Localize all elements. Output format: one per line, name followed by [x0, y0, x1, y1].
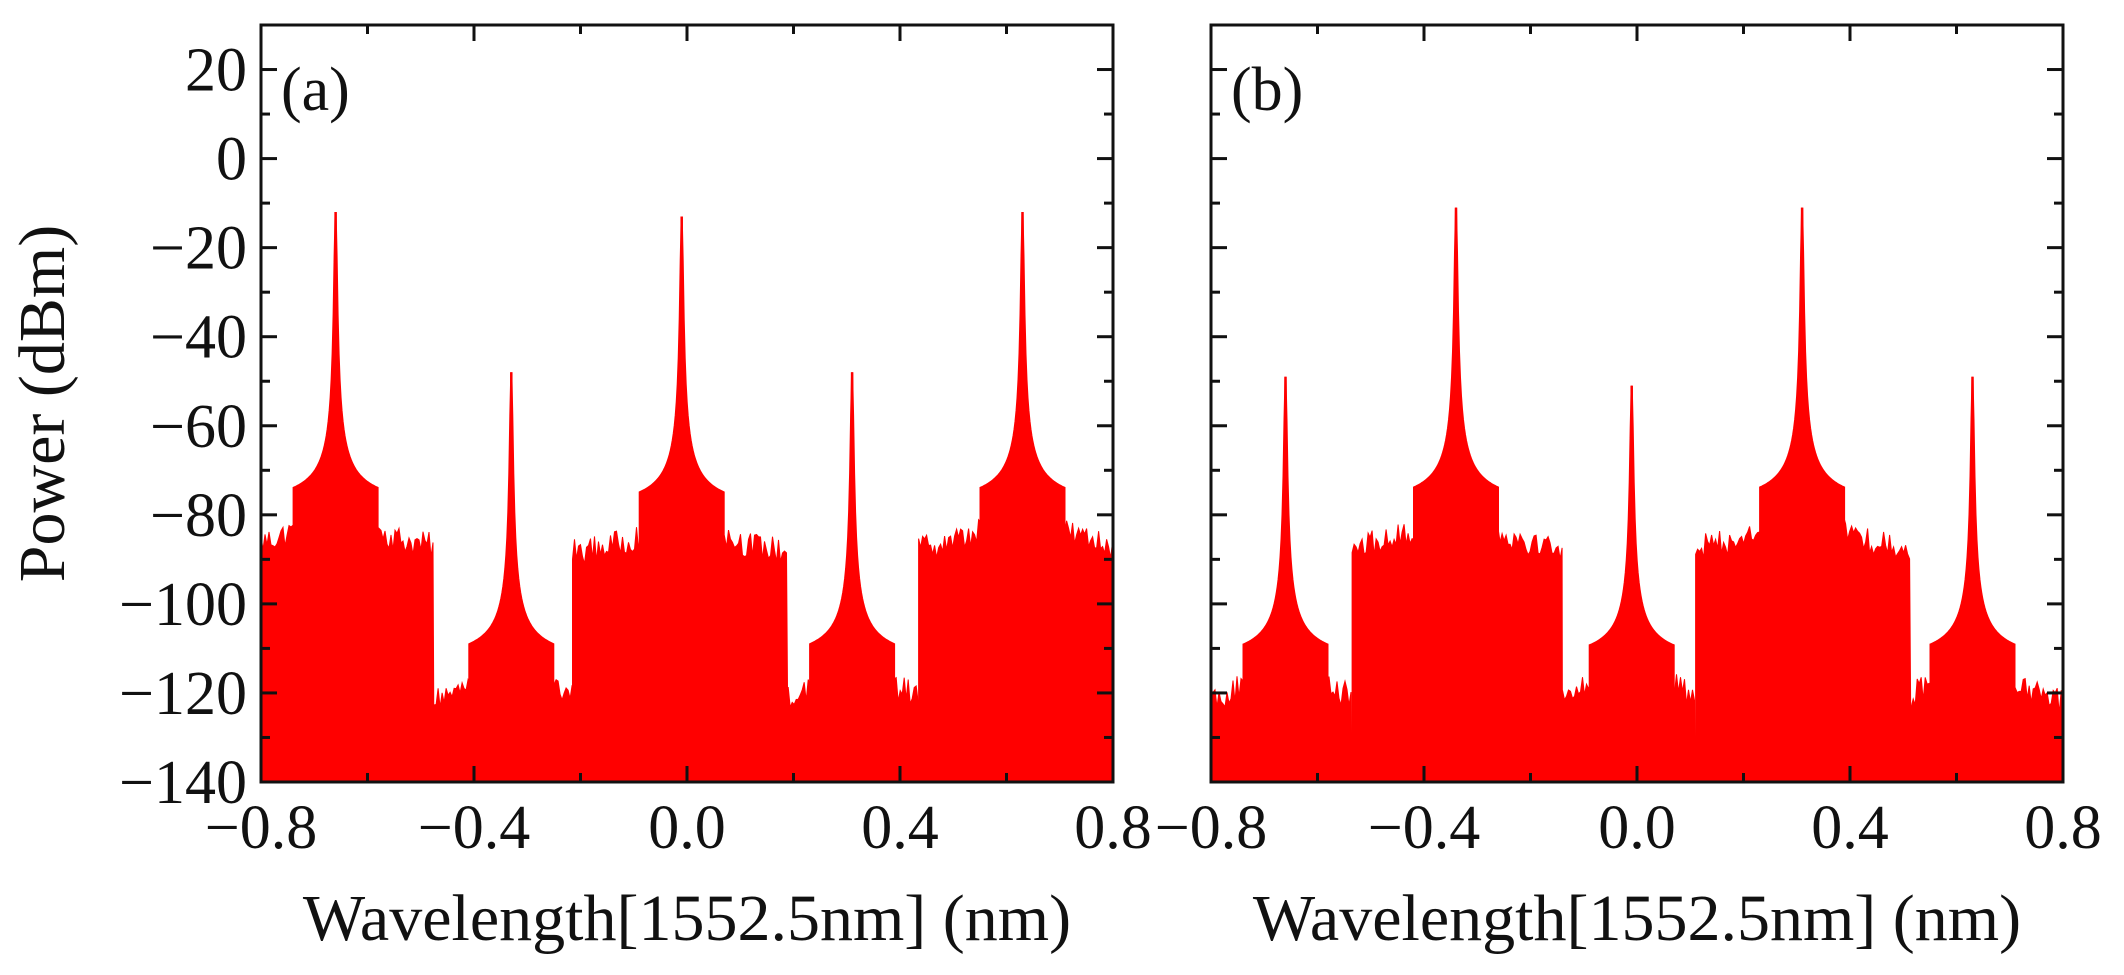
x-tick-label: 0.8	[2024, 794, 2102, 862]
panel-a: 20 0 −20 −40 −60 −80 −100 −120 −140−0.8 −0.4 0.0 0.…	[6, 23, 1152, 955]
x-tick-label: 0.0	[1598, 794, 1676, 862]
x-tick-label: −0.8	[1155, 794, 1267, 862]
x-tick-label: −0.4	[1368, 794, 1480, 862]
panel-label: (b)	[1231, 56, 1303, 124]
panel-label: (a)	[281, 56, 350, 124]
y-tick-label: −80	[150, 482, 247, 550]
x-tick-label: 0.4	[1811, 794, 1889, 862]
x-axis-title: Wavelength[1552.5nm] (nm)	[1253, 882, 2021, 955]
x-tick-label: 0.8	[1074, 794, 1152, 862]
x-axis-title: Wavelength[1552.5nm] (nm)	[303, 882, 1071, 955]
y-tick-label: −60	[150, 393, 247, 461]
y-tick-label: −100	[119, 571, 247, 639]
x-tick-label: −0.4	[418, 794, 530, 862]
x-tick-label: −0.8	[205, 794, 317, 862]
x-tick-label: 0.4	[861, 794, 939, 862]
y-tick-label: −120	[119, 660, 247, 728]
y-tick-label: 20	[185, 37, 247, 105]
y-tick-label: −140	[119, 749, 247, 817]
y-tick-label: −40	[150, 304, 247, 372]
x-tick-label: 0.0	[648, 794, 726, 862]
y-tick-label: 0	[216, 126, 247, 194]
y-tick-label: −20	[150, 215, 247, 283]
y-axis-title: Power (dBm)	[6, 225, 79, 582]
plot-area	[261, 211, 1113, 782]
plot-area	[1211, 207, 2063, 782]
